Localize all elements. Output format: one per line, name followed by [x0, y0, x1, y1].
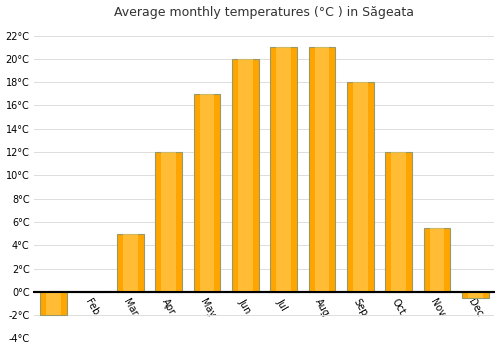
Bar [385, 152, 412, 292]
Bar [468, 292, 482, 298]
Title: Average monthly temperatures (°C ) in Săgeata: Average monthly temperatures (°C ) in Să… [114, 6, 414, 19]
Bar [232, 59, 258, 292]
Bar [314, 47, 330, 292]
Bar [123, 233, 138, 292]
Bar [424, 228, 450, 292]
Bar [270, 47, 297, 292]
Bar [161, 152, 176, 292]
Bar [46, 292, 61, 315]
Bar [40, 292, 67, 315]
Bar [155, 152, 182, 292]
Bar [308, 47, 336, 292]
Bar [117, 233, 143, 292]
Bar [353, 82, 368, 292]
Bar [430, 228, 444, 292]
Bar [238, 59, 252, 292]
Bar [391, 152, 406, 292]
Bar [200, 94, 214, 292]
Bar [276, 47, 291, 292]
Bar [462, 292, 488, 298]
Bar [347, 82, 374, 292]
Bar [194, 94, 220, 292]
